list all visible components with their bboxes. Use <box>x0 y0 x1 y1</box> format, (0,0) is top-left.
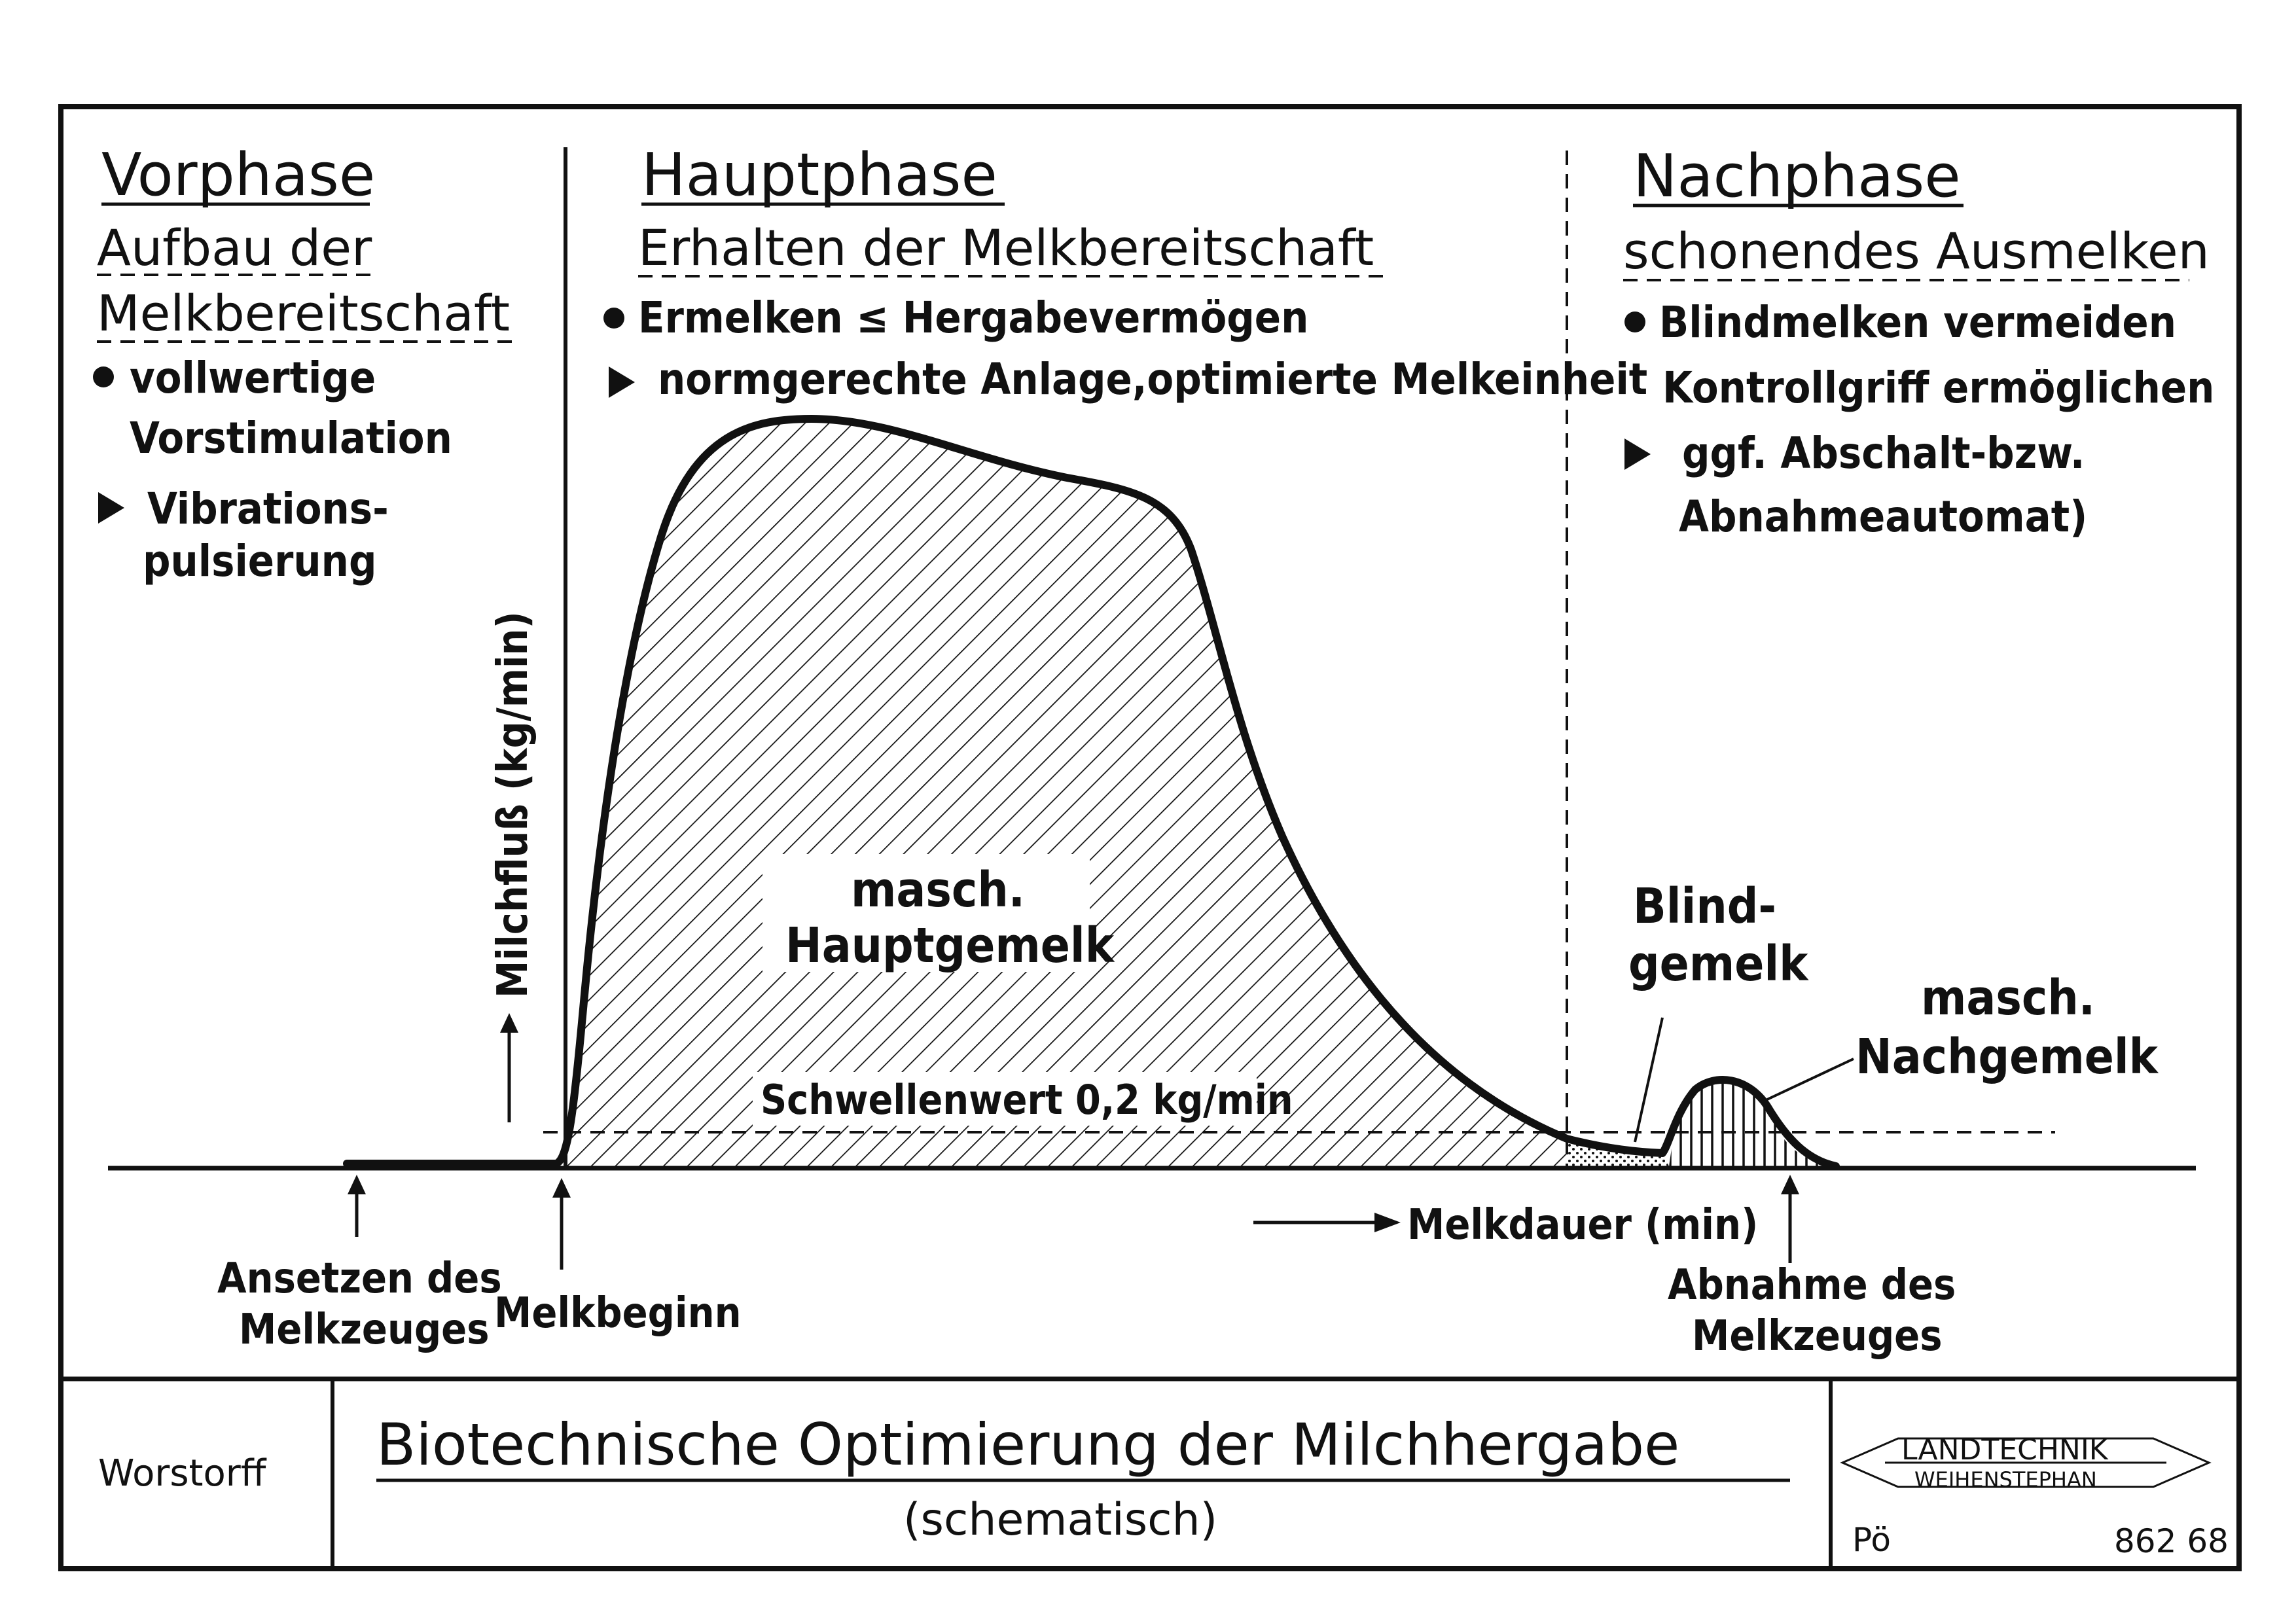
nachphase-subtitle: schonendes Ausmelken <box>1623 222 2210 280</box>
logo-line-1: LANDTECHNIK <box>1901 1433 2109 1467</box>
footer-number: 862 68 <box>2114 1522 2229 1560</box>
hauptphase-subtitle: Erhalten der Melkbereitschaft <box>638 219 1374 277</box>
bullet-dot-icon <box>93 366 114 387</box>
nachphase-block: Nachphase schonendes Ausmelken Blindmelk… <box>1623 142 2214 542</box>
footer-subtitle: (schematisch) <box>903 1494 1217 1546</box>
footer: Worstorff Biotechnische Optimierung der … <box>98 1411 2229 1560</box>
vorphase-subtitle-2: Melkbereitschaft <box>97 284 510 342</box>
after-label-2: Nachgemelk <box>1856 1029 2159 1085</box>
vorphase-arrow-2: pulsierung <box>143 536 376 586</box>
main-area-label-2: Hauptgemelk <box>785 918 1115 974</box>
threshold-label-bg <box>753 1072 1257 1126</box>
vorphase-block: Vorphase Aufbau der Melkbereitschaft vol… <box>93 141 517 586</box>
main-area-label-1: masch. <box>851 862 1025 918</box>
event-melkbeginn: Melkbeginn <box>494 1289 742 1338</box>
event-abnahme-2: Melkzeuges <box>1692 1312 1943 1361</box>
outer-frame <box>58 104 2242 1571</box>
logo-outline <box>1840 1437 2212 1488</box>
nachphase-title: Nachphase <box>1633 142 1961 211</box>
up-arrow-icon <box>1781 1175 1799 1194</box>
footer-author: Worstorff <box>98 1452 267 1495</box>
arrow-triangle-icon <box>98 492 124 524</box>
landtechnik-logo: LANDTECHNIK WEIHENSTEPHAN <box>1840 1433 2212 1492</box>
arrow-triangle-icon <box>1624 438 1651 470</box>
footer-initials: Pö <box>1852 1521 1891 1559</box>
nachphase-bullet-1: Blindmelken vermeiden <box>1659 297 2176 348</box>
event-ansetzen-1: Ansetzen des <box>217 1255 502 1303</box>
hauptphase-title: Hauptphase <box>641 141 997 209</box>
vorphase-title: Vorphase <box>101 141 375 209</box>
blind-label-1: Blind- <box>1633 878 1776 935</box>
vorphase-bullet-1: vollwertige <box>130 353 376 403</box>
blind-pointer-line <box>1634 1017 1664 1143</box>
main-yield-area <box>556 419 1567 1166</box>
y-axis-label: Milchfluß (kg/min) <box>489 611 537 998</box>
up-arrow-icon <box>500 1013 518 1033</box>
arrow-triangle-icon <box>609 366 635 398</box>
x-axis-label: Melkdauer (min) <box>1407 1201 1758 1249</box>
milk-flow-chart: Milchfluß (kg/min) Melkdauer (min) masch… <box>108 415 2196 1361</box>
milk-flow-curve <box>343 415 1840 1170</box>
after-label-1: masch. <box>1921 970 2095 1026</box>
main-area-label-bg <box>762 854 1090 972</box>
right-arrow-icon <box>1374 1213 1401 1232</box>
hauptphase-arrow-1: normgerechte Anlage,optimierte Melkeinhe… <box>658 354 1647 404</box>
blind-label-2: gemelk <box>1628 936 1809 992</box>
after-pointer-line <box>1767 1058 1854 1101</box>
hauptphase-block: Hauptphase Erhalten der Melkbereitschaft… <box>603 141 1647 404</box>
logo-line-2: WEIHENSTEPHAN <box>1914 1467 2097 1492</box>
footer-title: Biotechnische Optimierung der Milchherga… <box>376 1411 1679 1478</box>
event-ansetzen-2: Melkzeuges <box>239 1306 490 1354</box>
up-arrow-icon <box>552 1178 571 1198</box>
bullet-dot-icon <box>1624 312 1645 332</box>
vorphase-subtitle-1: Aufbau der <box>97 219 372 277</box>
hauptphase-bullet-1: Ermelken ≤ Hergabevermögen <box>638 293 1308 343</box>
up-arrow-icon <box>348 1175 366 1194</box>
event-abnahme-1: Abnahme des <box>1668 1261 1956 1310</box>
nachphase-arrow-1: ggf. Abschalt-bzw. <box>1682 428 2085 478</box>
vorphase-arrow-1: Vibrations- <box>147 484 389 534</box>
threshold-label: Schwellenwert 0,2 kg/min <box>761 1076 1293 1124</box>
after-yield-area <box>1669 1077 1833 1166</box>
bullet-dot-icon <box>603 308 624 329</box>
vorphase-bullet-2: Vorstimulation <box>130 413 452 463</box>
nachphase-arrow-2: Abnahmeautomat) <box>1679 491 2087 542</box>
nachphase-bullet-2: Kontrollgriff ermöglichen <box>1662 363 2214 413</box>
